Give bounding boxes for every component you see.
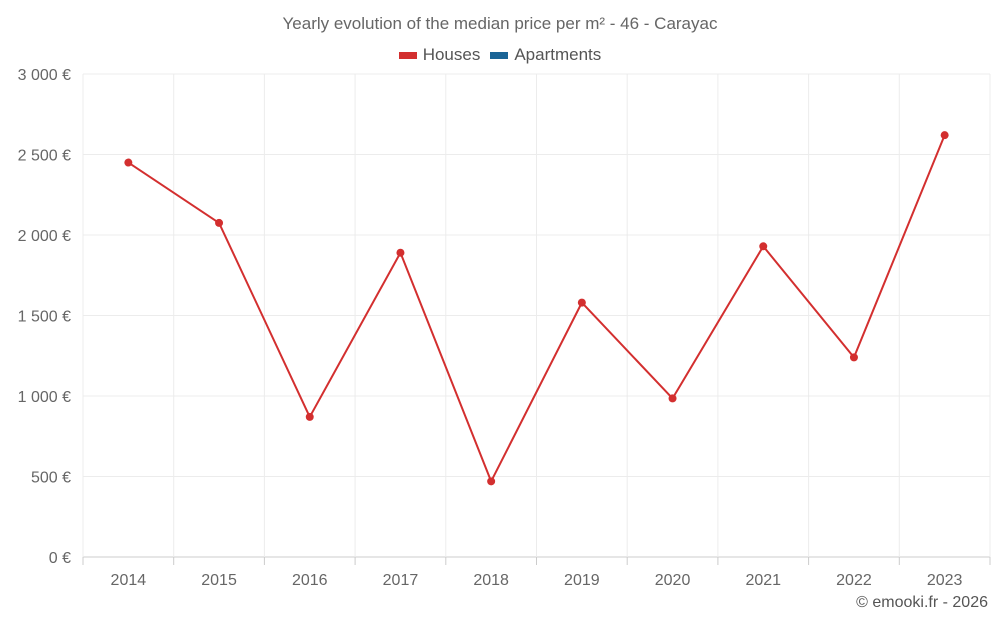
chart-title: Yearly evolution of the median price per… [282, 14, 718, 33]
y-tick-label: 500 € [31, 470, 71, 487]
data-point-houses-2023 [940, 131, 949, 140]
y-tick-label: 2 500 € [18, 148, 71, 165]
data-point-houses-2015 [215, 218, 224, 227]
y-tick-label: 3 000 € [18, 67, 71, 84]
legend-swatch-apartments [490, 51, 509, 59]
legend-label-apartments: Apartments [514, 45, 602, 64]
data-point-houses-2017 [396, 248, 405, 257]
x-tick-label: 2023 [927, 572, 963, 589]
y-tick-label: 1 500 € [18, 309, 71, 326]
y-tick-label: 2 000 € [18, 228, 71, 245]
data-point-houses-2014 [124, 158, 133, 167]
data-point-houses-2021 [759, 242, 768, 251]
legend: Houses Apartments [0, 45, 1000, 65]
data-point-houses-2022 [849, 353, 858, 362]
credit-text: © emooki.fr - 2026 [856, 594, 988, 611]
data-point-houses-2016 [305, 412, 314, 421]
data-point-houses-2019 [577, 298, 586, 307]
y-tick-label: 0 € [49, 550, 71, 567]
legend-item-houses[interactable]: Houses [398, 45, 481, 65]
data-point-houses-2018 [487, 477, 496, 486]
legend-item-apartments[interactable]: Apartments [490, 45, 601, 65]
x-tick-label: 2017 [383, 572, 419, 589]
legend-label-houses: Houses [422, 45, 481, 64]
x-tick-label: 2018 [473, 572, 509, 589]
legend-swatch-houses [398, 51, 417, 59]
x-tick-label: 2016 [292, 572, 328, 589]
y-tick-label: 1 000 € [18, 389, 71, 406]
series-line-houses [127, 134, 946, 483]
x-tick-label: 2020 [655, 572, 691, 589]
data-point-houses-2020 [668, 394, 677, 403]
x-tick-label: 2022 [836, 572, 872, 589]
x-tick-label: 2014 [111, 572, 147, 589]
x-tick-label: 2015 [201, 572, 237, 589]
x-tick-label: 2021 [745, 572, 781, 589]
x-tick-label: 2019 [564, 572, 600, 589]
